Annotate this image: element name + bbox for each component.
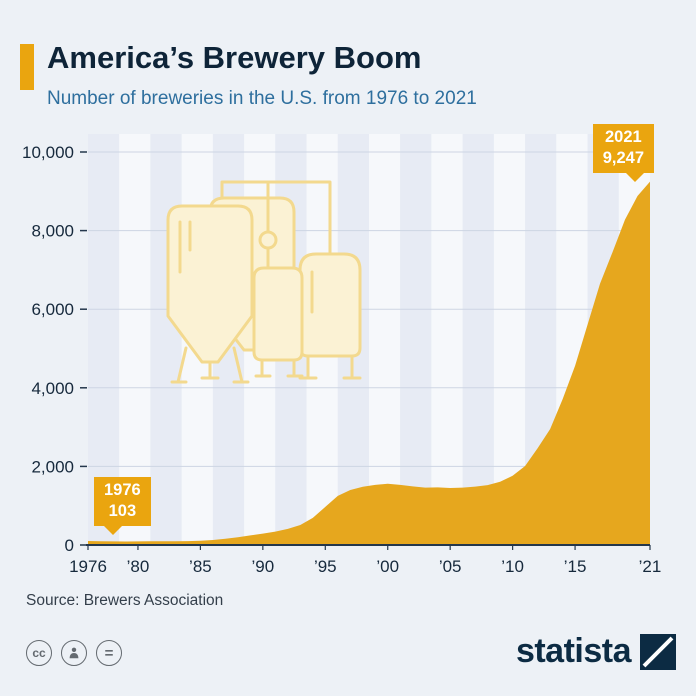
license-badges: cc = <box>26 640 122 666</box>
callout-1976-year: 1976 <box>104 481 141 499</box>
page-title: America’s Brewery Boom <box>47 40 422 75</box>
person-icon <box>69 647 79 659</box>
tank-right-legs <box>298 354 362 380</box>
svg-text:’05: ’05 <box>439 557 462 576</box>
statista-logo-mark <box>640 633 676 670</box>
valve-icon <box>258 230 278 250</box>
chart-foreground-layer: 1976 ’80 ’85 ’90 ’95 ’00 ’05 ’10 ’15 ’21 <box>69 181 662 576</box>
svg-text:0: 0 <box>65 536 74 555</box>
svg-text:10,000: 10,000 <box>22 143 74 162</box>
tank-left-legs <box>170 346 250 384</box>
callout-2021: 2021 9,247 <box>592 124 654 182</box>
statista-wordmark: statista <box>515 632 632 670</box>
no-derivatives-icon: = <box>96 640 122 666</box>
statista-logo: statista <box>516 632 676 671</box>
tank-left-gauge <box>178 220 192 274</box>
svg-text:’00: ’00 <box>376 557 399 576</box>
svg-text:’10: ’10 <box>501 557 524 576</box>
callout-2021-year: 2021 <box>604 128 642 146</box>
callout-1976: 1976 103 <box>94 477 151 535</box>
source-text: Source: Brewers Association <box>26 592 224 609</box>
svg-text:8,000: 8,000 <box>31 222 74 241</box>
attribution-icon <box>61 640 87 666</box>
page-subtitle: Number of breweries in the U.S. from 197… <box>47 88 477 109</box>
svg-text:’85: ’85 <box>189 557 212 576</box>
svg-text:’15: ’15 <box>564 557 587 576</box>
tank-middle <box>252 266 304 362</box>
svg-text:’80: ’80 <box>127 557 150 576</box>
callout-1976-value: 103 <box>108 502 137 521</box>
svg-text:2,000: 2,000 <box>31 457 74 476</box>
cc-icon: cc <box>26 640 52 666</box>
pipe-top <box>220 180 332 256</box>
svg-text:4,000: 4,000 <box>31 379 74 398</box>
svg-text:6,000: 6,000 <box>31 300 74 319</box>
svg-text:1976: 1976 <box>69 557 107 576</box>
callout-2021-value: 9,247 <box>602 149 644 168</box>
title-accent-bar <box>20 44 34 90</box>
svg-text:’90: ’90 <box>252 557 275 576</box>
chart-area: 0 2,000 4,000 6,000 8,000 10,000 <box>0 120 696 590</box>
svg-text:’21: ’21 <box>639 557 662 576</box>
breweries-area-chart: 0 2,000 4,000 6,000 8,000 10,000 <box>22 134 662 576</box>
tank-right <box>298 252 362 358</box>
brewery-tanks-illustration <box>166 180 362 384</box>
svg-text:’95: ’95 <box>314 557 337 576</box>
tank-middle-legs <box>254 358 304 378</box>
